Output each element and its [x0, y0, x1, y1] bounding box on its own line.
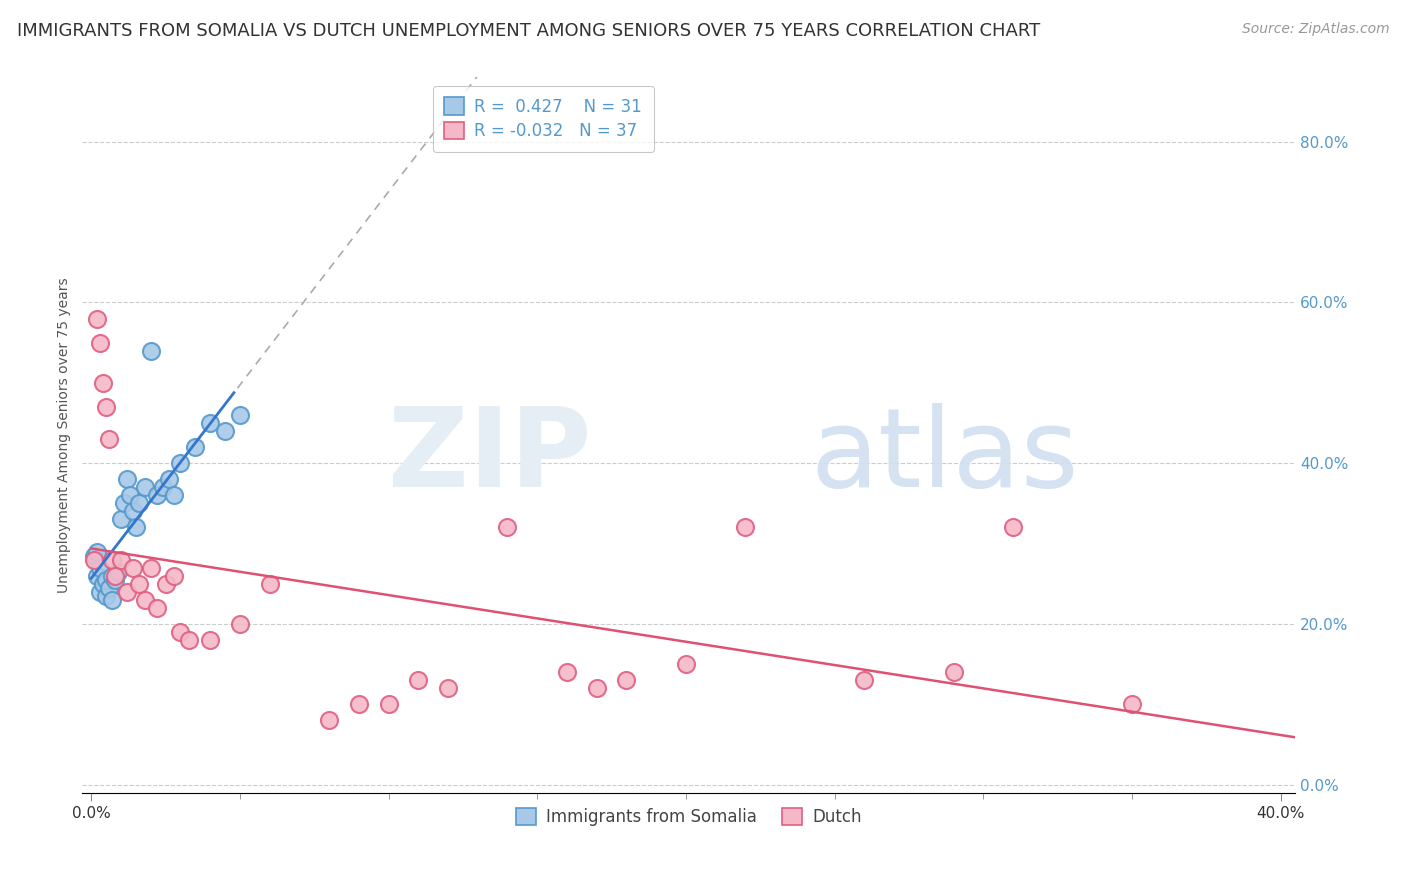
Point: [155, 576, 177, 591]
Point: [112, 496, 135, 510]
Point: [437, 681, 460, 696]
Point: [94, 400, 117, 414]
Point: [86, 568, 108, 582]
Point: [259, 576, 281, 591]
Point: [169, 456, 191, 470]
Point: [734, 520, 756, 534]
Point: [318, 714, 340, 728]
Point: [83, 549, 105, 563]
Point: [94, 573, 117, 587]
Point: [121, 560, 143, 574]
Point: [86, 311, 108, 326]
Point: [115, 472, 138, 486]
Point: [101, 592, 124, 607]
Point: [110, 512, 132, 526]
Point: [163, 568, 186, 582]
Point: [198, 416, 221, 430]
Text: Source: ZipAtlas.com: Source: ZipAtlas.com: [1241, 22, 1389, 37]
Point: [98, 581, 121, 595]
Point: [139, 343, 162, 358]
Point: [152, 480, 174, 494]
Point: [347, 698, 370, 712]
Text: atlas: atlas: [810, 403, 1078, 510]
Point: [89, 584, 111, 599]
Point: [107, 565, 129, 579]
Point: [104, 573, 127, 587]
Text: IMMIGRANTS FROM SOMALIA VS DUTCH UNEMPLOYMENT AMONG SENIORS OVER 75 YEARS CORREL: IMMIGRANTS FROM SOMALIA VS DUTCH UNEMPLO…: [17, 22, 1040, 40]
Point: [89, 335, 111, 350]
Point: [1001, 520, 1024, 534]
Point: [853, 673, 876, 687]
Point: [184, 440, 207, 454]
Point: [101, 568, 124, 582]
Point: [86, 544, 108, 558]
Point: [83, 552, 105, 566]
Point: [496, 520, 519, 534]
Point: [89, 560, 111, 574]
Point: [163, 488, 186, 502]
Point: [98, 432, 121, 446]
Point: [616, 673, 638, 687]
Point: [115, 584, 138, 599]
Point: [157, 472, 180, 486]
Point: [101, 552, 124, 566]
Point: [214, 424, 236, 438]
Point: [145, 600, 167, 615]
Point: [675, 657, 697, 671]
Point: [408, 673, 430, 687]
Text: ZIP: ZIP: [388, 403, 592, 510]
Point: [1121, 698, 1143, 712]
Point: [134, 480, 156, 494]
Point: [121, 504, 143, 518]
Point: [104, 568, 127, 582]
Point: [125, 520, 148, 534]
Point: [229, 408, 252, 422]
Point: [94, 589, 117, 603]
Point: [169, 624, 191, 639]
Point: [145, 488, 167, 502]
Point: [377, 698, 399, 712]
Y-axis label: Unemployment Among Seniors over 75 years: Unemployment Among Seniors over 75 years: [58, 277, 72, 593]
Point: [91, 576, 114, 591]
Point: [118, 488, 141, 502]
Point: [91, 376, 114, 390]
Point: [942, 665, 965, 679]
Legend: Immigrants from Somalia, Dutch: Immigrants from Somalia, Dutch: [508, 799, 870, 834]
Point: [198, 632, 221, 647]
Point: [139, 560, 162, 574]
Point: [229, 616, 252, 631]
Point: [128, 496, 150, 510]
Point: [110, 552, 132, 566]
Point: [134, 592, 156, 607]
Point: [555, 665, 578, 679]
Point: [585, 681, 607, 696]
Point: [179, 632, 201, 647]
Point: [128, 576, 150, 591]
